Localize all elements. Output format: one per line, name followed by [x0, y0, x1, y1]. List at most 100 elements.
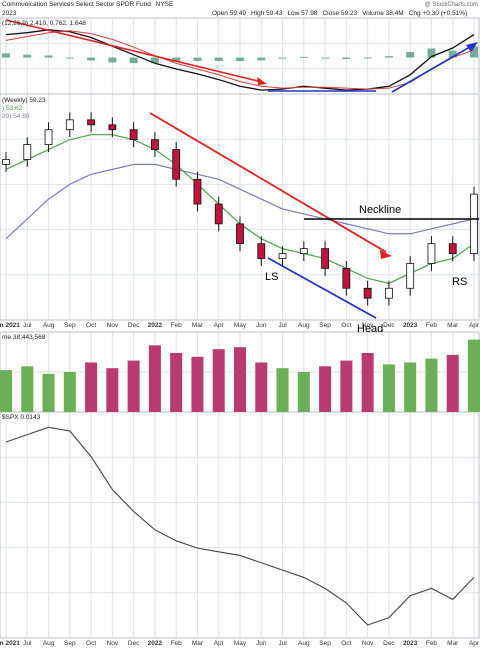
- x-tick-label: Mar: [447, 322, 459, 329]
- candle-up: [385, 287, 393, 299]
- ma200-legend: 20) 54.69: [2, 113, 30, 120]
- x-tick-label: Jul: [278, 322, 287, 329]
- x-tick-label: Feb: [426, 322, 438, 329]
- macd-histogram-bar: [2, 53, 10, 58]
- candle-up: [2, 159, 10, 165]
- x-tick-label: Jul: [23, 322, 32, 329]
- macd-trendline-red: [5, 19, 263, 83]
- macd-histogram-bar: [193, 57, 202, 62]
- macd-blue-arrowhead: [466, 42, 478, 52]
- macd-histogram-bar: [321, 57, 330, 59]
- candle-down: [236, 223, 244, 245]
- volume-bar: [21, 366, 34, 412]
- volume-bar: [276, 368, 289, 412]
- right-shoulder-label: RS: [452, 276, 467, 288]
- x-tick-label: Sep: [319, 322, 331, 329]
- candle-up: [23, 144, 32, 160]
- fund-name: Communication Services Select Sector SPD…: [2, 1, 151, 8]
- price-trendline-blue: [267, 257, 377, 319]
- x-tick-label: Jun 2021: [0, 322, 20, 329]
- neckline-label: Neckline: [359, 204, 401, 216]
- macd-histogram-bar: [470, 46, 478, 58]
- candle-down: [108, 124, 117, 131]
- x-tick-label: Jul: [23, 640, 32, 647]
- relative-strength-line: [5, 426, 475, 626]
- candle-up: [44, 129, 53, 145]
- macd-red-arrowhead: [257, 77, 267, 85]
- macd-histogram: [2, 46, 478, 64]
- x-tick-label: Oct: [86, 322, 96, 329]
- candle-up: [470, 193, 478, 254]
- candle-up: [406, 263, 415, 289]
- candle-up: [278, 253, 287, 259]
- macd-histogram-bar: [44, 55, 53, 58]
- macd-line: [5, 29, 475, 91]
- candlesticks: [2, 112, 478, 306]
- x-tick-label: Sep: [64, 640, 76, 647]
- quote-high: High 59.43: [251, 10, 283, 17]
- x-tick-label: Oct: [341, 640, 351, 647]
- macd-histogram-bar: [236, 57, 244, 62]
- macd-histogram-bar: [172, 57, 181, 62]
- macd-histogram-bar: [214, 57, 223, 62]
- x-tick-label: Dec: [383, 640, 395, 647]
- macd-histogram-bar: [87, 57, 96, 61]
- x-tick-label: Apr: [469, 640, 480, 647]
- macd-histogram-bar: [427, 48, 436, 58]
- price-legend: (Weekly) 59.23: [2, 97, 46, 104]
- x-tick-label: Mar: [447, 640, 459, 647]
- price-red-arrowhead: [380, 250, 392, 259]
- x-tick-label: May: [234, 322, 247, 329]
- volume-bars: [0, 339, 480, 412]
- x-axis-ticks: Jun 2021Jun 2021JulJulAugAugSepSepOctOct…: [0, 322, 480, 647]
- macd-trendline-blue: [391, 43, 476, 93]
- x-tick-label: Apr: [214, 322, 225, 329]
- candle-down: [214, 203, 223, 225]
- chart-annotations: Neckline LS Head RS: [5, 19, 479, 335]
- volume-bar: [0, 370, 12, 412]
- x-tick-label: Mar: [192, 640, 204, 647]
- x-tick-label: Nov: [107, 640, 119, 647]
- volume-bar: [297, 372, 310, 412]
- x-tick-label: Aug: [43, 322, 55, 329]
- x-tick-label: 2022: [148, 322, 163, 329]
- x-tick-label: Apr: [214, 640, 225, 647]
- candle-down: [321, 248, 329, 269]
- ma50-legend: ) 53.62: [2, 105, 23, 112]
- x-tick-label: Dec: [383, 322, 395, 329]
- fund-title: Communication Services Select Sector SPD…: [2, 1, 174, 8]
- x-tick-label: Aug: [298, 640, 310, 647]
- spx-legend: $SPX 0.0143: [2, 414, 41, 421]
- x-tick-label: Sep: [64, 322, 76, 329]
- candle-down: [193, 178, 202, 205]
- quote-low: Low 57.98: [287, 10, 317, 17]
- macd-histogram-bar: [363, 57, 372, 59]
- x-tick-label: Jun: [256, 640, 267, 647]
- volume-bar: [404, 362, 417, 412]
- candle-up: [65, 119, 74, 131]
- macd-histogram-bar: [23, 54, 32, 58]
- x-tick-label: Nov: [107, 322, 119, 329]
- price-trendline-red: [149, 112, 387, 253]
- volume-bar: [42, 373, 55, 412]
- x-tick-label: Aug: [43, 640, 55, 647]
- volume-bar: [425, 358, 438, 412]
- exchange-label: NYSE: [156, 1, 174, 8]
- x-tick-label: Nov: [362, 640, 374, 647]
- x-tick-label: 2023: [403, 322, 418, 329]
- macd-histogram-bar: [257, 57, 266, 61]
- chart-header: Communication Services Select Sector SPD…: [2, 1, 478, 17]
- quote-volume: Volume 38.4M: [362, 10, 404, 17]
- macd-signal-line: [5, 30, 475, 90]
- macd-histogram-bar: [342, 57, 351, 59]
- x-tick-label: Dec: [128, 322, 140, 329]
- x-tick-label: 2023: [403, 640, 418, 647]
- macd-histogram-bar: [129, 57, 138, 64]
- volume-bar: [468, 339, 480, 412]
- candle-down: [151, 139, 159, 150]
- volume-bar: [212, 349, 225, 412]
- x-tick-label: Aug: [298, 322, 310, 329]
- candle-down: [87, 119, 95, 126]
